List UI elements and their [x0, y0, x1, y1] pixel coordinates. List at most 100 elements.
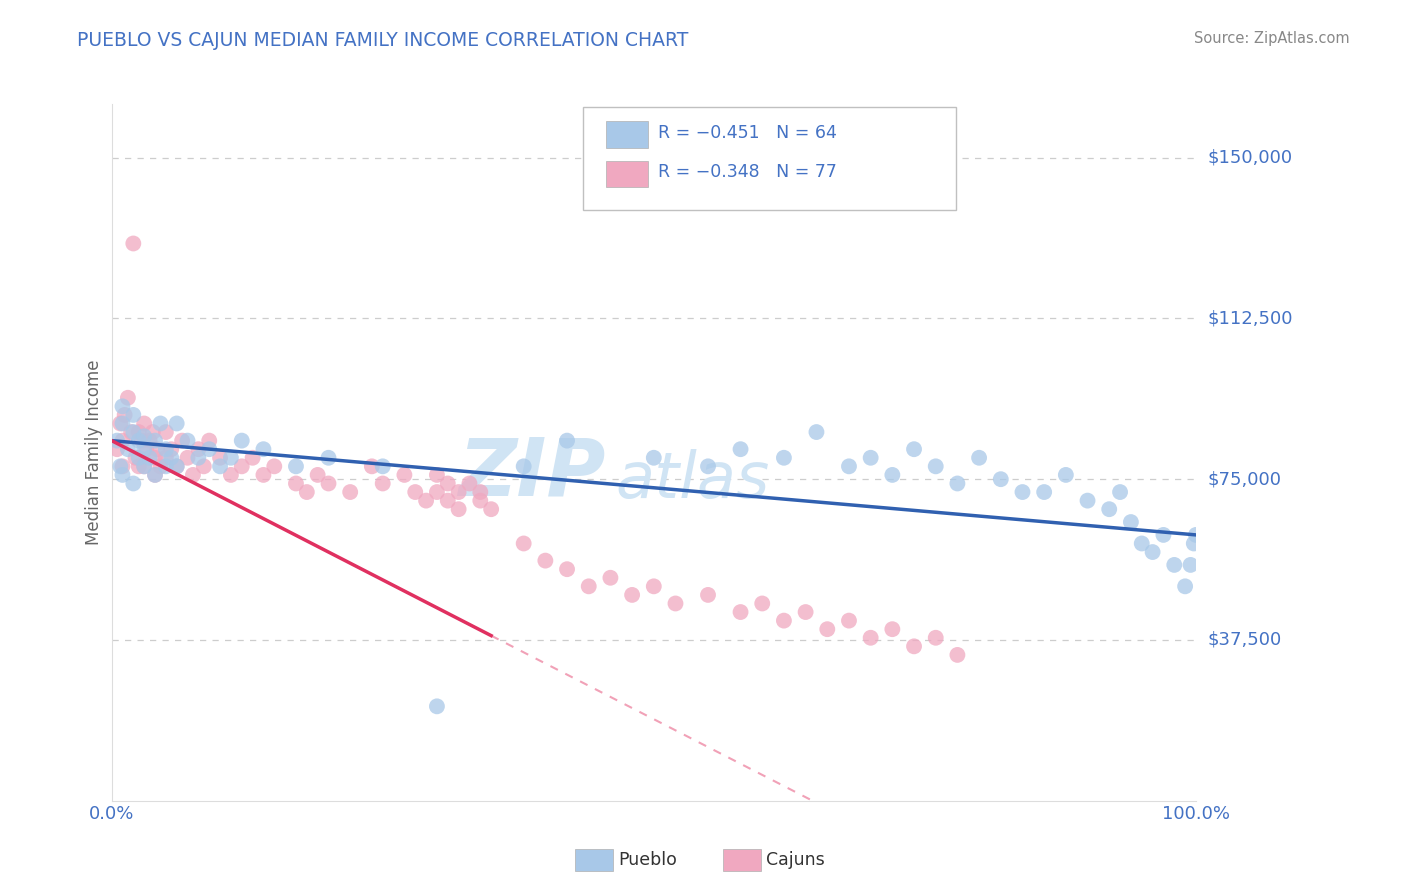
- Point: [134, 417, 156, 431]
- Point: [198, 434, 221, 448]
- Point: [111, 400, 134, 414]
- Point: [128, 450, 150, 465]
- Point: [882, 467, 904, 482]
- Point: [219, 467, 242, 482]
- Point: [134, 442, 156, 457]
- Point: [794, 605, 817, 619]
- Point: [555, 434, 578, 448]
- Point: [143, 434, 166, 448]
- Point: [110, 459, 132, 474]
- Point: [263, 459, 285, 474]
- Point: [470, 485, 492, 500]
- Point: [146, 442, 169, 457]
- Point: [318, 476, 340, 491]
- Point: [394, 467, 416, 482]
- Point: [925, 631, 948, 645]
- Point: [142, 425, 165, 439]
- Point: [172, 434, 194, 448]
- Point: [285, 476, 308, 491]
- Text: ZIP: ZIP: [457, 434, 605, 512]
- Point: [128, 459, 150, 474]
- Point: [1152, 528, 1174, 542]
- Point: [990, 472, 1012, 486]
- Point: [122, 236, 145, 251]
- Point: [114, 408, 136, 422]
- Point: [903, 640, 925, 654]
- Point: [643, 579, 665, 593]
- Point: [219, 450, 242, 465]
- Point: [1130, 536, 1153, 550]
- Point: [149, 417, 172, 431]
- Point: [512, 459, 534, 474]
- Point: [882, 622, 904, 636]
- Point: [1142, 545, 1164, 559]
- Point: [124, 450, 146, 465]
- Text: $75,000: $75,000: [1208, 470, 1281, 488]
- Point: [1011, 485, 1033, 500]
- Point: [187, 450, 209, 465]
- Text: Source: ZipAtlas.com: Source: ZipAtlas.com: [1194, 31, 1350, 46]
- Text: R = −0.348   N = 77: R = −0.348 N = 77: [658, 163, 837, 181]
- Point: [122, 425, 145, 439]
- Point: [371, 459, 394, 474]
- Point: [751, 597, 773, 611]
- Text: $150,000: $150,000: [1208, 149, 1292, 167]
- Point: [134, 459, 156, 474]
- Point: [621, 588, 644, 602]
- Point: [447, 502, 470, 516]
- Point: [1054, 467, 1077, 482]
- Point: [1182, 536, 1205, 550]
- Point: [155, 442, 177, 457]
- Point: [643, 450, 665, 465]
- Point: [534, 554, 557, 568]
- Point: [166, 417, 188, 431]
- Point: [111, 467, 134, 482]
- Point: [105, 442, 128, 457]
- Text: $37,500: $37,500: [1208, 631, 1281, 648]
- Point: [838, 459, 860, 474]
- Point: [160, 450, 183, 465]
- Point: [479, 502, 502, 516]
- Point: [117, 442, 139, 457]
- Point: [436, 493, 458, 508]
- Text: Cajuns: Cajuns: [766, 851, 825, 869]
- Point: [1033, 485, 1056, 500]
- Point: [135, 442, 157, 457]
- Point: [730, 442, 752, 457]
- Point: [371, 476, 394, 491]
- Point: [187, 442, 209, 457]
- Point: [111, 459, 134, 474]
- Point: [470, 493, 492, 508]
- Point: [555, 562, 578, 576]
- Point: [773, 450, 796, 465]
- Text: R = −0.451   N = 64: R = −0.451 N = 64: [658, 124, 837, 142]
- Point: [578, 579, 600, 593]
- Point: [155, 459, 177, 474]
- Point: [599, 571, 621, 585]
- Point: [176, 450, 198, 465]
- Point: [773, 614, 796, 628]
- Point: [806, 425, 828, 439]
- Point: [415, 493, 437, 508]
- Point: [436, 476, 458, 491]
- Point: [252, 442, 274, 457]
- Point: [458, 476, 481, 491]
- Point: [859, 631, 882, 645]
- Point: [155, 425, 177, 439]
- Text: atlas: atlas: [616, 450, 770, 511]
- Point: [426, 467, 449, 482]
- Point: [426, 699, 449, 714]
- Point: [143, 450, 166, 465]
- Point: [404, 485, 426, 500]
- Point: [252, 467, 274, 482]
- Point: [111, 434, 134, 448]
- Point: [1098, 502, 1121, 516]
- Point: [138, 450, 160, 465]
- Point: [1163, 558, 1185, 572]
- Point: [198, 442, 221, 457]
- Point: [242, 450, 264, 465]
- Point: [925, 459, 948, 474]
- Point: [209, 459, 232, 474]
- Point: [664, 597, 686, 611]
- Point: [117, 391, 139, 405]
